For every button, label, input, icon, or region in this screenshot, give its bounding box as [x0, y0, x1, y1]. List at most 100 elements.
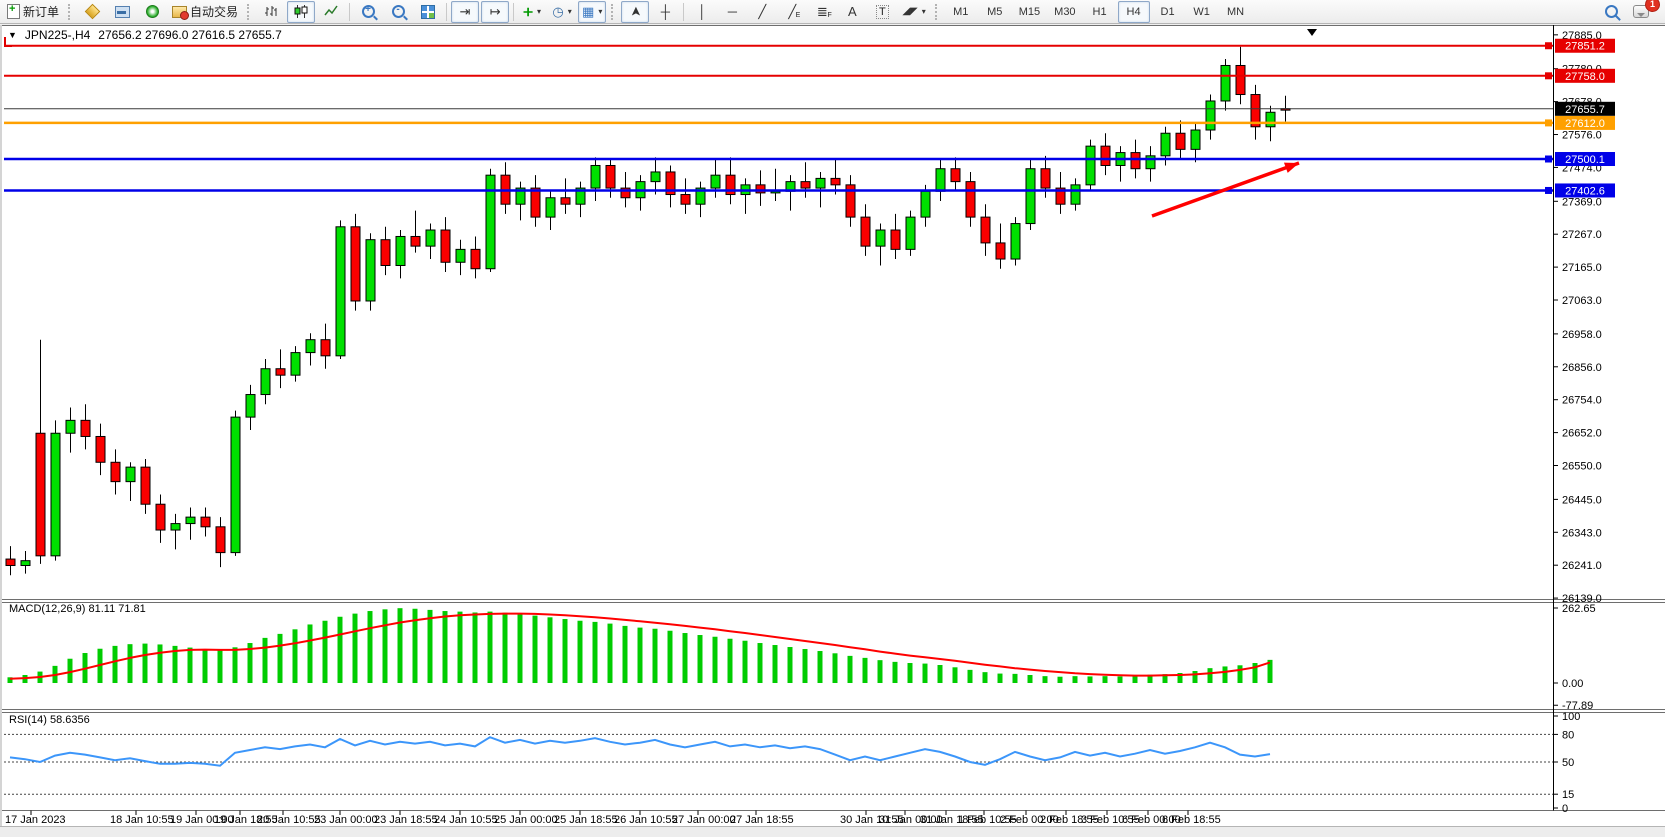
- horizontal-lines[interactable]: [4, 42, 1553, 194]
- one-click-trading-marker[interactable]: [4, 37, 12, 47]
- main-toolbar: 新订单 自动交易 + - ⇥ ↦ 🞤▾ ◷▾ ▦▾ ➤ ┼ │ ─ ╱ ╱E ≣…: [0, 0, 1665, 24]
- timeframe-MN[interactable]: MN: [1227, 5, 1245, 18]
- crosshair-button[interactable]: ┼: [651, 1, 679, 23]
- svg-text:25 Jan 00:00: 25 Jan 00:00: [494, 814, 558, 826]
- toolbar-separator: [513, 2, 515, 21]
- toolbar-separator: [349, 2, 351, 21]
- chart-shift-icon: ↦: [489, 4, 501, 19]
- templates-button[interactable]: ▦ ▾: [578, 0, 607, 23]
- svg-text:27758.0: 27758.0: [1565, 71, 1605, 83]
- notifications-button[interactable]: 1: [1627, 0, 1660, 23]
- fibonacci-button[interactable]: ≣ F: [808, 1, 836, 23]
- timeframe-M15[interactable]: M15: [1018, 5, 1041, 18]
- text-label-button[interactable]: T: [868, 1, 896, 23]
- horizontal-line-icon: ─: [727, 4, 737, 19]
- crosshair-icon: ┼: [660, 4, 670, 19]
- chevron-down-icon: ▾: [536, 7, 541, 16]
- svg-text:27 Jan 18:55: 27 Jan 18:55: [730, 814, 794, 826]
- cursor-button[interactable]: ➤: [621, 0, 650, 23]
- periods-button[interactable]: ◷ ▾: [548, 1, 576, 23]
- arrows-tool-button[interactable]: ◢◤ ▾: [898, 1, 929, 23]
- timeframe-H4[interactable]: H4: [1117, 0, 1150, 23]
- indicators-button[interactable]: 🞤 ▾: [518, 1, 546, 23]
- zoom-in-icon: +: [361, 4, 375, 18]
- trendline-button[interactable]: ╱: [748, 1, 776, 23]
- zoom-out-button[interactable]: -: [384, 1, 412, 23]
- signals-button[interactable]: [138, 1, 166, 23]
- candlestick-chart-icon: [294, 5, 308, 18]
- svg-text:6 Feb 00:00: 6 Feb 00:00: [1122, 814, 1181, 826]
- svg-text:26 Jan 10:55: 26 Jan 10:55: [614, 814, 678, 826]
- status-bar: [0, 826, 1665, 837]
- trend-arrow-annotation[interactable]: [1151, 161, 1300, 218]
- arrows-icon: ◢◤: [902, 6, 918, 17]
- chart-window: 27885.027780.027678.027576.027474.027369…: [0, 25, 1665, 826]
- chart-shift-marker[interactable]: [1307, 29, 1317, 36]
- svg-text:27165.0: 27165.0: [1562, 262, 1602, 274]
- market-icon: [84, 3, 100, 20]
- line-endpoint-marker: [1545, 155, 1552, 163]
- text-tool-button[interactable]: A: [838, 1, 866, 23]
- pane-frame: [2, 25, 1665, 811]
- toolbar-grip: [611, 3, 616, 20]
- chevron-down-icon: ▾: [567, 7, 572, 16]
- rsi-label: RSI(14) 58.6356: [9, 714, 90, 726]
- chevron-down-icon: ▾: [921, 7, 926, 16]
- rsi-line: [9, 736, 1271, 767]
- svg-text:27 Jan 00:00: 27 Jan 00:00: [672, 814, 736, 826]
- zoom-in-button[interactable]: +: [354, 1, 382, 23]
- terminal-button[interactable]: [108, 1, 136, 23]
- ohlc-label: 27656.2 27696.0 27616.5 27655.7: [98, 28, 282, 42]
- svg-text:27500.1: 27500.1: [1565, 154, 1605, 166]
- timeframe-M1[interactable]: M1: [953, 5, 969, 18]
- horizontal-line-button[interactable]: ─: [718, 1, 746, 23]
- svg-text:31 Jan 00:00: 31 Jan 00:00: [879, 814, 943, 826]
- market-button[interactable]: [78, 1, 106, 23]
- timeframe-H1[interactable]: H1: [1092, 5, 1107, 18]
- svg-text:19 Jan 00:00: 19 Jan 00:00: [170, 814, 234, 826]
- new-order-button[interactable]: 新订单: [3, 1, 63, 23]
- candlestick-chart-button[interactable]: [287, 0, 316, 23]
- autotrading-button[interactable]: 自动交易: [168, 1, 242, 23]
- timeframe-M30[interactable]: M30: [1054, 5, 1076, 18]
- svg-text:-77.89: -77.89: [1562, 700, 1593, 712]
- rsi-pane: 100 80 50 15 0: [4, 711, 1580, 815]
- line-chart-icon: [324, 5, 338, 16]
- svg-text:27576.0: 27576.0: [1562, 130, 1602, 142]
- macd-label: MACD(12,26,9) 81.11 71.81: [9, 603, 146, 615]
- bar-chart-button[interactable]: [257, 1, 285, 23]
- one-click-collapse-icon[interactable]: ▼: [8, 30, 17, 40]
- line-endpoint-marker: [1545, 119, 1552, 127]
- svg-text:23 Jan 00:00: 23 Jan 00:00: [314, 814, 378, 826]
- timeframe-W1[interactable]: W1: [1193, 5, 1210, 18]
- search-button[interactable]: [1597, 1, 1625, 23]
- svg-text:27402.6: 27402.6: [1565, 185, 1605, 197]
- chart-shift-button[interactable]: ↦: [481, 0, 510, 23]
- timeframe-D1[interactable]: D1: [1160, 5, 1175, 18]
- svg-text:25 Jan 18:55: 25 Jan 18:55: [554, 814, 618, 826]
- line-chart-button[interactable]: [317, 1, 345, 23]
- symbol-period-label: JPN225-,H4: [24, 28, 91, 42]
- toolbar-grip: [247, 3, 252, 20]
- add-indicator-icon: 🞤: [523, 4, 533, 19]
- svg-text:26856.0: 26856.0: [1562, 362, 1602, 374]
- macd-signal-line: [9, 612, 1271, 680]
- timeframe-M5[interactable]: M5: [987, 5, 1003, 18]
- clock-icon: ◷: [552, 4, 564, 19]
- svg-text:27612.0: 27612.0: [1565, 118, 1605, 130]
- zoom-out-icon: -: [391, 4, 405, 18]
- line-endpoint-marker: [1545, 42, 1552, 50]
- notification-badge: 1: [1645, 0, 1660, 12]
- terminal-icon: [114, 5, 130, 18]
- search-icon: [1604, 5, 1618, 18]
- auto-scroll-button[interactable]: ⇥: [451, 0, 480, 23]
- template-chart-icon: ▦: [582, 4, 595, 19]
- vertical-line-button[interactable]: │: [688, 1, 716, 23]
- svg-text:50: 50: [1562, 757, 1574, 769]
- tile-windows-button[interactable]: [414, 1, 442, 23]
- svg-text:3 Feb 10:55: 3 Feb 10:55: [1081, 814, 1140, 826]
- channel-button[interactable]: ╱ E: [778, 1, 806, 23]
- chart-canvas[interactable]: 27885.027780.027678.027576.027474.027369…: [2, 25, 1665, 826]
- toolbar-grip: [68, 3, 73, 20]
